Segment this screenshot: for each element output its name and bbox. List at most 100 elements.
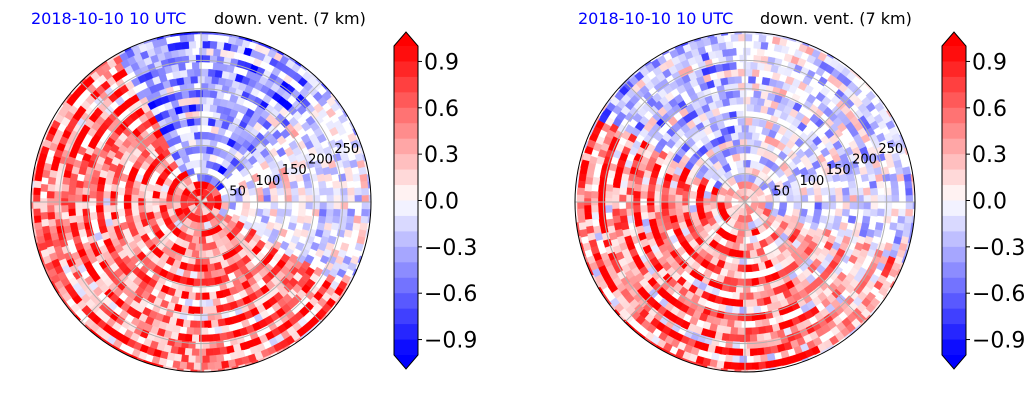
colorbar-segment [942,61,966,78]
heatmap-cell [31,166,37,175]
heatmap-cell [841,187,850,196]
heatmap-cell [618,194,627,203]
heatmap-cell [327,235,337,245]
heatmap-cell [723,361,732,370]
heatmap-cell [726,76,736,85]
heatmap-cell [179,34,188,43]
heatmap-cell [753,104,762,113]
heatmap-cell [737,68,746,77]
heatmap-cell [262,208,271,217]
heatmap-cell [611,201,620,210]
colorbar-tick-label: −0.9 [972,329,1025,354]
heatmap-cell [209,104,218,113]
heatmap-cell [611,187,620,196]
heatmap-cell [639,190,648,199]
colorbar-segment [394,339,418,356]
heatmap-cell [847,215,857,224]
heatmap-cell [195,341,204,350]
heatmap-cell [756,333,765,342]
heatmap-cell [742,47,751,56]
heatmap-cell [200,33,209,42]
heatmap-cell [95,205,104,214]
heatmap-cell [753,55,762,64]
heatmap-cell [214,326,223,335]
heatmap-cell [102,205,111,214]
heatmap-cell [40,212,49,221]
heatmap-cell [207,362,216,371]
heatmap-cell [739,152,748,161]
heatmap-cell [177,62,186,72]
polar-grid [31,32,371,372]
heatmap-cell [726,368,735,372]
heatmap-cell [758,326,767,335]
heatmap-cell [742,96,751,105]
heatmap-cell [130,201,139,210]
colorbar-segment [942,262,966,279]
heatmap-cell [719,32,729,36]
heatmap-cell [193,362,202,371]
heatmap-cell [668,187,677,196]
heatmap-field [575,32,915,372]
heatmap-cell [182,319,192,328]
heatmap-cell [717,41,727,51]
chart-panel-right: 2018-10-10 10 UTC down. vent. (7 km) 50 1… [546,0,1036,401]
heatmap-cell [891,187,900,196]
heatmap-cell [884,194,893,203]
heatmap-cell [191,348,200,357]
heatmap-cell [912,187,915,196]
heatmap-cell [793,201,802,210]
heatmap-cell [575,201,578,210]
colorbar-segment [394,46,418,62]
heatmap-cell [849,194,858,203]
heatmap-cell [876,132,886,143]
heatmap-cell [175,368,185,372]
heatmap-cell [748,32,756,35]
heatmap-cell [263,194,272,203]
heatmap-cell [326,187,335,196]
heatmap-cell [339,215,348,224]
heatmap-cell [835,194,844,203]
colorbar-segment [394,308,418,325]
heatmap-cell [305,194,314,203]
heatmap-cell [130,194,139,203]
heatmap-cell [242,201,251,210]
heatmap-cell [739,355,748,364]
heatmap-cell [910,222,915,231]
colorbar-segment [394,277,418,294]
heatmap-cell [576,201,585,210]
heatmap-cell [202,54,211,63]
polar-grid [575,32,915,372]
heatmap-cell [756,62,765,71]
heatmap-cell [904,180,913,189]
heatmap-cell [575,173,580,182]
heatmap-cell [761,368,771,372]
heatmap-cell [212,62,221,71]
heatmap-cell [813,208,822,217]
heatmap-cell [746,341,755,350]
heatmap-cell [870,201,879,210]
heatmap-cell [667,194,676,203]
heatmap-cell [732,291,741,301]
colorbar-segment [942,324,966,340]
heatmap-cell [188,54,197,63]
heatmap-cell [61,211,70,221]
heatmap-cell [817,76,828,87]
heatmap-cell [909,229,915,238]
colorbar-segment [394,107,418,124]
heatmap-cell [193,264,202,273]
heatmap-cell [326,208,335,217]
colorbar-tick-label: 0.0 [424,190,459,215]
heatmap-cell [884,187,893,196]
heatmap-cell [758,361,767,370]
heatmap-cell [189,271,198,280]
heatmap-cell [330,222,340,231]
heatmap-cell [905,194,914,203]
heatmap-cell [575,166,581,175]
heatmap-cell [191,96,200,105]
heatmap-cell [760,354,769,363]
heatmap-cell [46,205,55,213]
heatmap-cell [753,40,762,50]
heatmap-cell [191,145,200,154]
colorbar-segment [394,324,418,340]
colorbar: 0.9 0.6 0.3 0.0 −0.3 −0.6 −0.9 [941,31,1025,370]
